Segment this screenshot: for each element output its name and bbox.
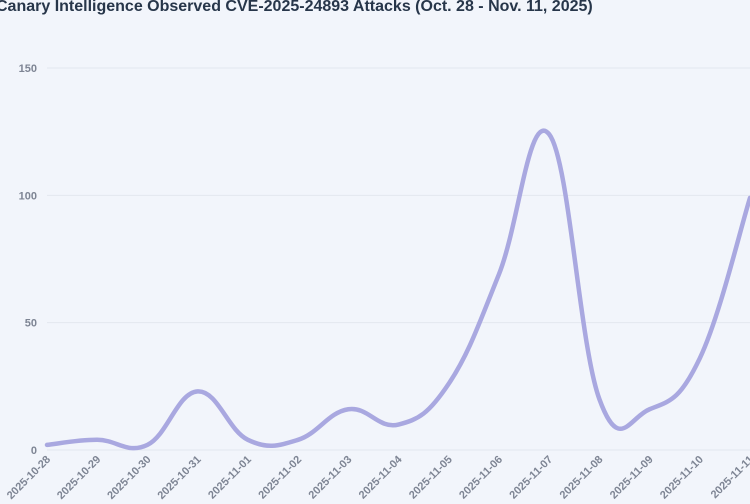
y-tick-label: 50 (25, 318, 37, 330)
series-layer (44, 128, 750, 451)
x-tick-label: 2025-11-03 (307, 454, 355, 502)
chart-title: Canary Intelligence Observed CVE-2025-24… (0, 0, 593, 15)
x-tick-label: 2025-10-28 (5, 454, 53, 502)
x-tick-label: 2025-11-09 (608, 454, 656, 502)
x-axis-ticks: 2025-10-28 2025-10-29 2025-10-30 2025-10-31… (5, 453, 750, 502)
x-tick-label: 2025-11-04 (357, 453, 405, 501)
x-tick-label: 2025-11-07 (507, 454, 555, 502)
x-tick-label: 2025-11-08 (558, 454, 606, 502)
x-tick-label: 2025-10-29 (55, 454, 103, 502)
x-tick-label: 2025-11-11 (709, 454, 750, 501)
series-line (44, 128, 750, 451)
x-tick-label: 2025-11-10 (658, 454, 706, 502)
x-tick-label: 2025-10-30 (105, 454, 153, 502)
y-tick-label: 100 (19, 190, 37, 202)
x-tick-label: 2025-11-01 (206, 454, 254, 502)
y-axis-ticks: 0 50 100 150 (19, 63, 37, 457)
y-tick-label: 0 (31, 445, 37, 457)
grid-lines (47, 67, 750, 451)
y-tick-label: 150 (19, 63, 37, 75)
x-tick-label: 2025-11-05 (407, 454, 455, 502)
x-tick-label: 2025-11-02 (256, 454, 304, 502)
x-tick-label: 2025-10-31 (155, 454, 203, 502)
x-tick-label: 2025-11-06 (457, 454, 505, 502)
